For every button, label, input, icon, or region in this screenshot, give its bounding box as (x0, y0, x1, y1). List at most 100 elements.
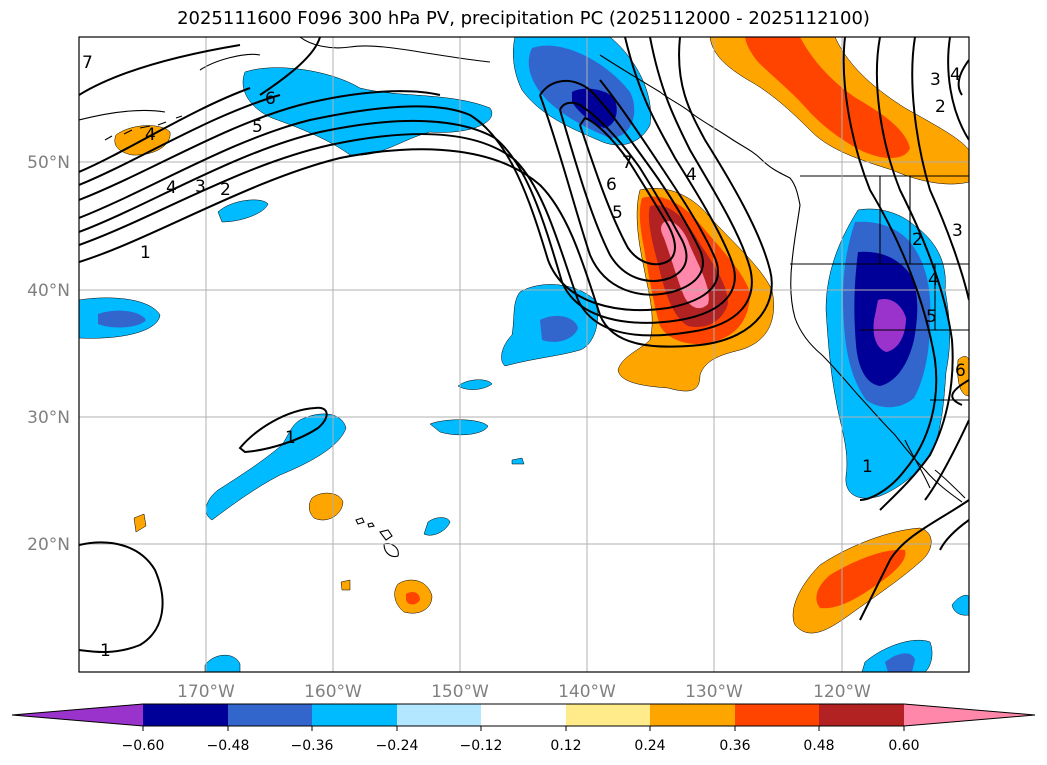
neg-anomaly-bottom-left (204, 654, 241, 672)
neg-anomaly-bc-core (572, 88, 617, 128)
gridlines (79, 37, 969, 672)
island-hawaii (355, 517, 399, 558)
lon-label-140w: 140°W (558, 682, 616, 702)
pv-contour-ridge-4 (939, 37, 969, 551)
lon-labels: 170°W 160°W 150°W 140°W 130°W 120°W (177, 682, 871, 702)
colorbar-bin-pos048-pos060 (819, 704, 904, 726)
colorbar-bin-neg060-neg048 (143, 704, 228, 726)
pv-contour-trough-7 (79, 87, 676, 266)
contour-label-4-trough: 4 (686, 165, 697, 185)
colorbar-bin-neg048-neg036 (228, 704, 312, 726)
pos-anomaly-northeast-core (745, 37, 910, 158)
colorbar-label-pos024: 0.24 (634, 738, 665, 754)
map-title: 2025111600 F096 300 hPa PV, precipitatio… (177, 8, 870, 29)
colorbar-bin-pos012-pos024 (566, 704, 650, 726)
lon-label-130w: 130°W (685, 682, 743, 702)
pv-contours (79, 37, 969, 653)
neg-anomaly-california-core (873, 298, 906, 352)
colorbar-ticks (142, 726, 905, 731)
coastline-bc (599, 54, 963, 503)
pos-anomaly-hawaii-s-core (406, 592, 420, 605)
coastlines (79, 37, 969, 558)
pv-contour-trough-outer (79, 37, 773, 348)
pv-contour-ridge-5 (957, 59, 969, 96)
lat-label-40n: 40°N (27, 281, 70, 301)
contour-label-3-nw: 3 (195, 177, 206, 197)
colorbar-bin-neg024-neg012 (397, 704, 481, 726)
neg-anomaly-small-d (511, 457, 525, 465)
coastline-aleutians (104, 115, 183, 141)
contour-label-6-nw: 6 (265, 89, 276, 109)
contour-label-4-nw: 4 (166, 178, 177, 198)
colorbar-label-neg048: −0.48 (207, 738, 250, 754)
map-area: 7 6 5 4 3 2 1 1 4 7 6 5 4 2 4 3 2 1 1 4 … (79, 37, 969, 672)
coastline-alaska (79, 37, 491, 121)
pv-contour-trough-3 (79, 37, 736, 324)
lat-label-50n: 50°N (27, 153, 70, 173)
colorbar-label-neg060: −0.60 (122, 738, 165, 754)
coastline-baja (904, 439, 966, 499)
pv-contour-bottom-left (79, 541, 164, 653)
lon-label-170w: 170°W (177, 682, 235, 702)
contour-label-1-sw: 1 (100, 641, 111, 661)
colorbar-extend-low (12, 704, 143, 726)
colorbar: −0.60 −0.48 −0.36 −0.24 −0.12 0.12 0.24 … (11, 703, 1036, 754)
neg-anomaly-west-core (98, 310, 146, 328)
colorbar-label-neg024: −0.24 (376, 738, 419, 754)
pv-contour-southeast (859, 379, 969, 621)
lon-label-160w: 160°W (304, 682, 362, 702)
colorbar-label-pos060: 0.60 (888, 738, 919, 754)
pv-contour-trough-2 (79, 37, 753, 337)
neg-anomaly-small-e (423, 517, 451, 536)
contour-label-1-nw: 1 (140, 243, 151, 263)
colorbar-label-pos048: 0.48 (803, 738, 834, 754)
colorbar-label-neg036: −0.36 (291, 738, 334, 754)
contour-label-5-trough: 5 (612, 203, 623, 223)
contour-label-5-ridge: 5 (926, 307, 937, 327)
contour-label-4-ridge: 4 (928, 270, 939, 290)
colorbar-bin-neg036-neg024 (312, 704, 397, 726)
contour-label-7-trough: 7 (622, 153, 633, 173)
neg-anomaly-bottom-right-core (885, 653, 915, 672)
lon-label-150w: 150°W (431, 682, 489, 702)
neg-anomaly-small-a (217, 199, 269, 223)
pv-contour-ridge-3 (911, 37, 969, 501)
contour-label-1-ridge: 1 (862, 457, 873, 477)
pv-contour-ridge-2 (875, 37, 954, 511)
border-states (790, 176, 969, 401)
pv-contour-top-left (79, 37, 321, 96)
neg-anomaly-small-c (429, 419, 489, 436)
colorbar-bin-pos024-pos036 (650, 704, 735, 726)
contour-labels: 7 6 5 4 3 2 1 1 4 7 6 5 4 2 4 3 2 1 1 4 … (82, 53, 966, 661)
colorbar-label-pos036: 0.36 (719, 738, 750, 754)
pv-contour-trough-6 (79, 94, 688, 282)
pv-contour-closed-low (238, 406, 328, 454)
colorbar-label-neg012: −0.12 (460, 738, 503, 754)
map-border (78, 36, 970, 673)
contour-label-4-aleut: 4 (145, 125, 156, 145)
contour-label-3-ne: 3 (930, 70, 941, 90)
contour-label-2-ridge: 2 (912, 230, 923, 250)
pos-anomaly-southeast-core (816, 549, 906, 609)
contour-label-7-nw: 7 (82, 53, 93, 73)
lat-label-30n: 30°N (27, 408, 70, 428)
pos-anomaly-small-b (340, 579, 351, 591)
neg-anomaly-central-core (540, 315, 578, 342)
neg-anomaly-small-b (457, 379, 493, 390)
contour-label-5-nw: 5 (252, 117, 263, 137)
contour-label-4-ne: 4 (950, 65, 961, 85)
pv-contour-ridge-1 (842, 37, 938, 501)
contour-label-6-trough: 6 (606, 175, 617, 195)
colorbar-bin-neg012-pos012 (481, 704, 566, 726)
colorbar-label-pos012: 0.12 (550, 738, 581, 754)
lon-label-120w: 120°W (813, 682, 871, 702)
pv-contour-trough-4 (79, 79, 719, 311)
contour-label-2-ne: 2 (935, 97, 946, 117)
colorbar-tick-labels: −0.60 −0.48 −0.36 −0.24 −0.12 0.12 0.24 … (122, 738, 920, 754)
neg-anomaly-gulf-alaska (242, 67, 493, 156)
colorbar-bin-pos036-pos048 (735, 704, 819, 726)
colorbar-extend-high (904, 704, 1035, 726)
contour-label-1-low: 1 (285, 428, 296, 448)
contour-label-3-e: 3 (952, 221, 963, 241)
